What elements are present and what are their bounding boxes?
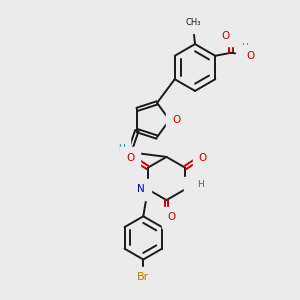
Text: N: N [190,183,197,193]
Text: H: H [242,43,248,52]
Text: O: O [246,51,254,61]
Text: H: H [118,144,124,153]
Text: O: O [222,31,230,41]
Text: O: O [126,153,134,163]
Text: H: H [197,180,204,189]
Text: CH₃: CH₃ [186,18,201,27]
Text: O: O [199,153,207,163]
Text: O: O [172,115,180,125]
Text: N: N [137,184,145,194]
Text: O: O [167,212,176,223]
Text: Br: Br [137,272,149,283]
